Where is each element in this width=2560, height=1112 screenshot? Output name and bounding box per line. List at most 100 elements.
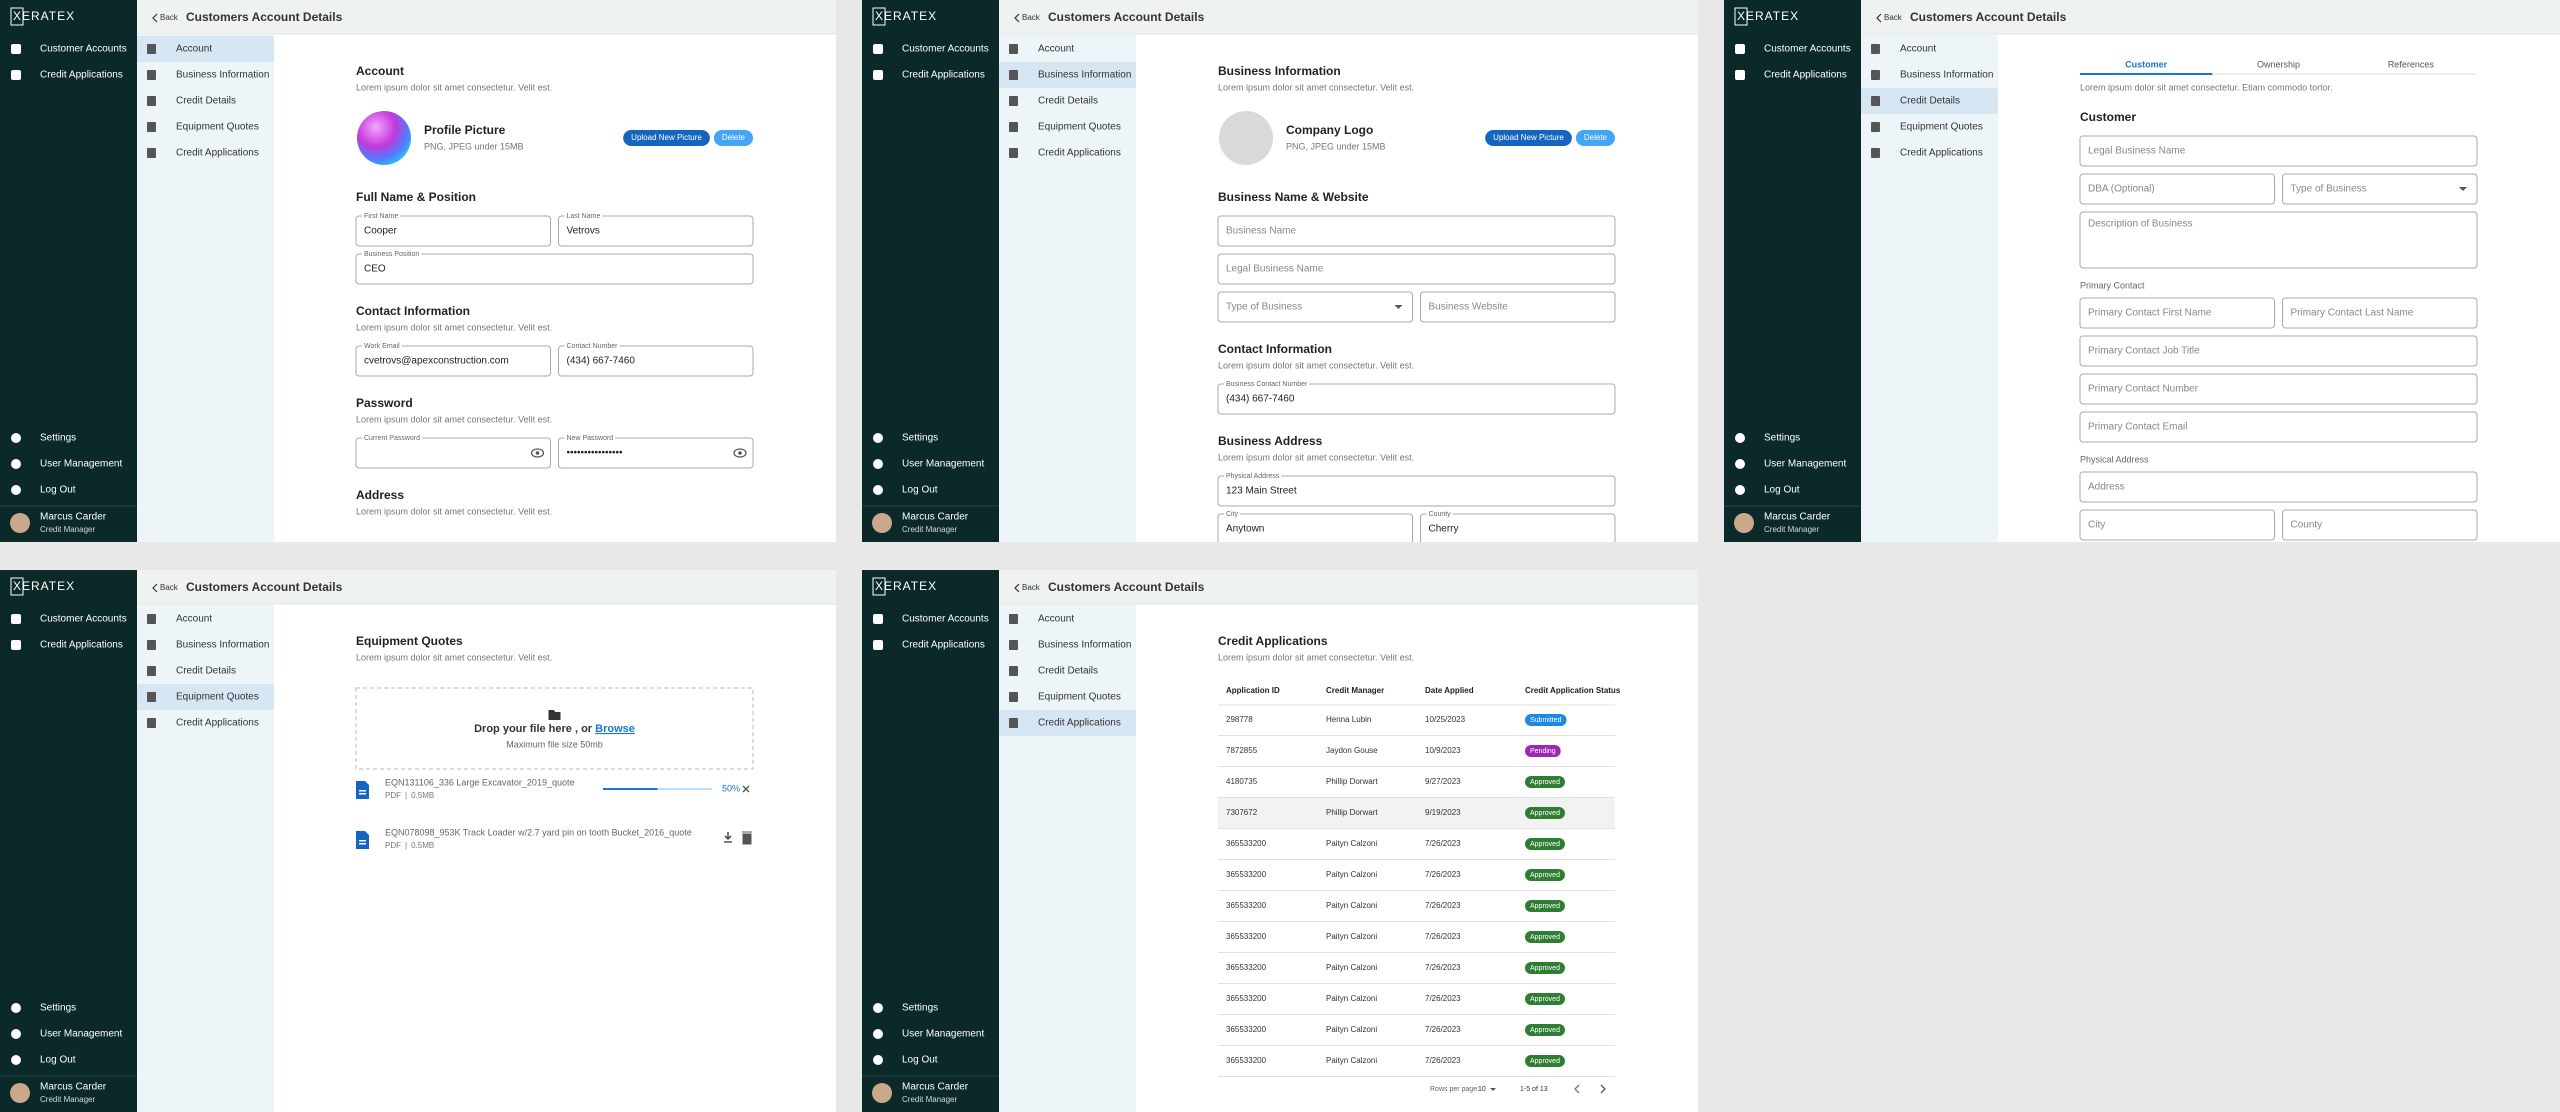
sub-nav-icon[interactable]	[147, 70, 156, 80]
button[interactable]	[623, 130, 710, 146]
input-field[interactable]	[1217, 253, 1616, 285]
sub-nav-item[interactable]: Equipment Quotes	[1038, 122, 1121, 133]
nav-icon[interactable]	[11, 433, 21, 443]
sub-nav-icon[interactable]	[147, 692, 156, 702]
nav-icon[interactable]	[11, 1029, 21, 1039]
input-field[interactable]	[2282, 509, 2478, 541]
nav-icon[interactable]	[873, 44, 883, 54]
sub-nav-item[interactable]: Credit Applications	[176, 718, 259, 729]
sub-nav-item[interactable]: Credit Details	[1900, 96, 1960, 107]
sub-nav-icon[interactable]	[1009, 44, 1018, 54]
nav-item[interactable]: User Management	[902, 459, 984, 470]
input-field[interactable]	[355, 215, 551, 247]
nav-item[interactable]: User Management	[40, 1029, 122, 1040]
delete-icon[interactable]	[742, 831, 752, 845]
sub-nav-item[interactable]: Account	[176, 614, 212, 625]
sub-nav-icon[interactable]	[1871, 96, 1880, 106]
input-field[interactable]	[2079, 373, 2478, 405]
nav-icon[interactable]	[1735, 485, 1745, 495]
eye-icon[interactable]	[733, 448, 747, 458]
sub-nav-icon[interactable]	[1871, 148, 1880, 158]
nav-item[interactable]: User Management	[40, 459, 122, 470]
sub-nav-item[interactable]: Account	[1038, 614, 1074, 625]
back-link[interactable]: Back	[1884, 13, 1903, 22]
sub-nav-item[interactable]: Credit Details	[1038, 96, 1098, 107]
nav-icon[interactable]	[873, 1003, 883, 1013]
sub-nav-item[interactable]: Business Information	[176, 640, 269, 651]
cancel-icon[interactable]	[742, 785, 750, 793]
nav-icon[interactable]	[11, 614, 21, 624]
nav-item[interactable]: Settings	[902, 433, 938, 444]
sub-nav-item[interactable]: Equipment Quotes	[176, 692, 259, 703]
tab[interactable]: Ownership	[2257, 59, 2300, 69]
sub-nav-item[interactable]: Account	[1038, 44, 1074, 55]
nav-item[interactable]: Log Out	[40, 1055, 76, 1066]
prev-page[interactable]	[1574, 1084, 1580, 1094]
nav-item[interactable]: Customer Accounts	[1764, 44, 1851, 55]
sub-nav-item[interactable]: Credit Applications	[176, 148, 259, 159]
sub-nav-item[interactable]: Account	[1900, 44, 1936, 55]
eye-icon[interactable]	[530, 448, 545, 458]
input-field[interactable]	[1217, 513, 1413, 544]
sub-nav-icon[interactable]	[1009, 718, 1018, 728]
nav-icon[interactable]	[873, 1055, 883, 1065]
nav-icon[interactable]	[873, 433, 883, 443]
nav-item[interactable]: Customer Accounts	[40, 44, 127, 55]
sub-nav-item[interactable]: Credit Details	[176, 666, 236, 677]
button-label[interactable]: Upload New Picture	[1493, 133, 1564, 142]
sub-nav-item[interactable]: Business Information	[1038, 640, 1131, 651]
input-field[interactable]	[558, 437, 754, 469]
nav-icon[interactable]	[873, 614, 883, 624]
sub-nav-item[interactable]: Business Information	[1038, 70, 1131, 81]
input-field[interactable]	[558, 345, 754, 377]
nav-item[interactable]: Log Out	[1764, 485, 1800, 496]
nav-icon[interactable]	[873, 640, 883, 650]
nav-icon[interactable]	[1735, 70, 1745, 80]
sub-nav-item[interactable]: Business Information	[176, 70, 269, 81]
sub-nav-icon[interactable]	[147, 718, 156, 728]
input-field[interactable]	[355, 437, 551, 469]
dropzone[interactable]	[355, 687, 754, 770]
sub-nav-item[interactable]: Credit Details	[1038, 666, 1098, 677]
nav-icon[interactable]	[1735, 459, 1745, 469]
nav-item[interactable]: Settings	[40, 1003, 76, 1014]
nav-item[interactable]: User Management	[1764, 459, 1846, 470]
input-field[interactable]	[2079, 211, 2478, 269]
sub-nav-icon[interactable]	[1009, 666, 1018, 676]
sub-nav-icon[interactable]	[1009, 96, 1018, 106]
nav-icon[interactable]	[11, 1055, 21, 1065]
nav-item[interactable]: Credit Applications	[902, 70, 985, 81]
tab[interactable]: Customer	[2125, 59, 2168, 69]
nav-icon[interactable]	[873, 459, 883, 469]
nav-icon[interactable]	[873, 485, 883, 495]
nav-item[interactable]: Settings	[1764, 433, 1800, 444]
input-field[interactable]	[2079, 411, 2478, 443]
nav-item[interactable]: Log Out	[902, 1055, 938, 1066]
sub-nav-icon[interactable]	[1009, 148, 1018, 158]
nav-item[interactable]: Credit Applications	[40, 640, 123, 651]
nav-icon[interactable]	[11, 640, 21, 650]
sub-nav-item[interactable]: Equipment Quotes	[1038, 692, 1121, 703]
sub-nav-icon[interactable]	[147, 614, 156, 624]
nav-item[interactable]: Credit Applications	[902, 640, 985, 651]
select-arrow[interactable]	[2459, 187, 2467, 191]
sub-nav-icon[interactable]	[1009, 614, 1018, 624]
nav-item[interactable]: Customer Accounts	[902, 614, 989, 625]
download-icon[interactable]	[724, 832, 732, 843]
button-label[interactable]: Upload New Picture	[631, 133, 702, 142]
sub-nav-icon[interactable]	[147, 44, 156, 54]
sub-nav-icon[interactable]	[1871, 70, 1880, 80]
next-page[interactable]	[1600, 1084, 1606, 1094]
nav-icon[interactable]	[11, 1003, 21, 1013]
nav-item[interactable]: Log Out	[40, 485, 76, 496]
input-field[interactable]	[2079, 173, 2275, 205]
nav-item[interactable]: Credit Applications	[1764, 70, 1847, 81]
nav-item[interactable]: Credit Applications	[40, 70, 123, 81]
button-label[interactable]: Delete	[1584, 133, 1608, 142]
nav-icon[interactable]	[1735, 433, 1745, 443]
nav-icon[interactable]	[11, 44, 21, 54]
back-link[interactable]: Back	[160, 13, 179, 22]
sub-nav-icon[interactable]	[147, 122, 156, 132]
nav-item[interactable]: Customer Accounts	[40, 614, 127, 625]
nav-item[interactable]: Customer Accounts	[902, 44, 989, 55]
